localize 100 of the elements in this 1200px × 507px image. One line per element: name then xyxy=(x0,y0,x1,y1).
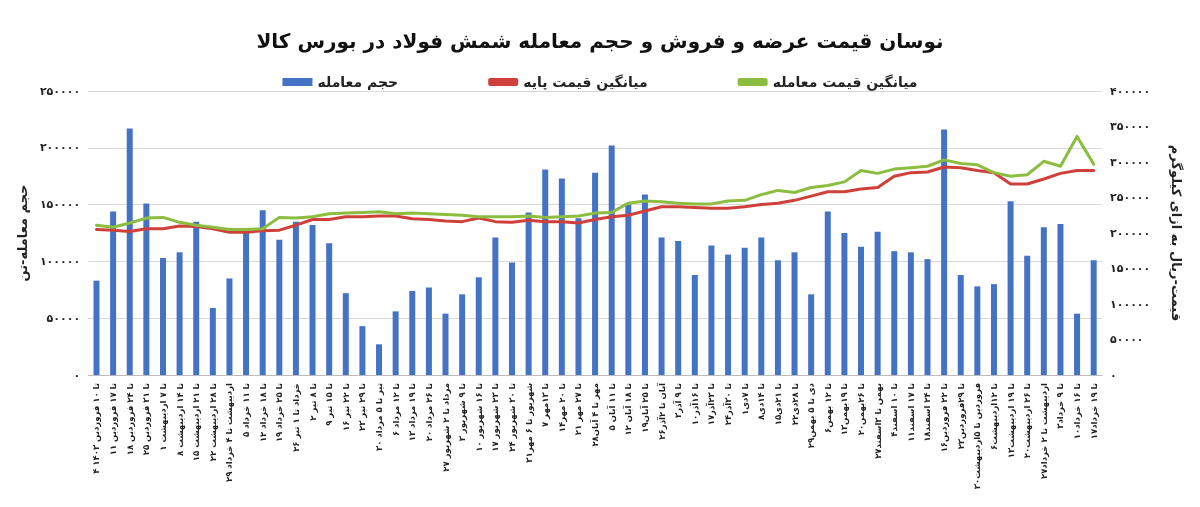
bar xyxy=(774,260,781,375)
bar xyxy=(990,284,997,375)
bar xyxy=(442,313,449,375)
x-tick-label: ۱۰تا ۱۶آذر xyxy=(688,383,701,426)
x-tick-label: ۱۶تا ۲۲ فروردین xyxy=(939,383,951,453)
x-tick-label: ۱تا ۷دی xyxy=(739,383,750,415)
x-tick-label: ۵ تا ۱۱ خرداد xyxy=(241,383,253,437)
x-tick-label: ۱۱ تا ۱۷ فروردین xyxy=(108,383,120,456)
y2-tick-label: ۳۵۰۰۰۰ xyxy=(1110,120,1151,133)
x-tick-label: ۱۴تا ۲۰ مهر xyxy=(556,383,568,433)
x-tick-label: ۳ تا ۹ شهریور xyxy=(457,383,469,442)
bar xyxy=(841,233,848,375)
x-tick-label: ۲۲ تا ۲۸ اردیبهشت xyxy=(207,383,219,462)
bar xyxy=(625,204,632,375)
x-tick-label: ۲۴ تا ۳۰ شهریور xyxy=(506,383,518,452)
bar xyxy=(575,218,582,375)
bar xyxy=(891,251,898,375)
bar xyxy=(475,277,482,375)
bar xyxy=(276,239,283,375)
x-tick-label: ۲۶ خرداد تا ۱ تیر xyxy=(290,383,302,452)
bar xyxy=(708,245,715,375)
bar xyxy=(758,237,765,375)
x-tick-label: ۱۱تا ۱۷ اسفند xyxy=(905,383,916,442)
bar xyxy=(974,286,981,375)
bar xyxy=(592,172,599,375)
bar xyxy=(957,275,964,375)
x-tick-label: ۱۸ تا ۲۴ فروردین xyxy=(124,383,136,456)
x-tick-label: ۲۷اردیبهشت تا ۲ خرداد xyxy=(1038,382,1050,480)
x-tick-label: ۲۸مهر تا ۴ آبان xyxy=(589,383,602,447)
x-tick-label: ۱۰ تا ۱۶ شهریور xyxy=(473,383,485,452)
bar xyxy=(858,246,865,375)
x-tick-label: ۱۵ تا ۲۱ اردیبهشت xyxy=(191,383,203,462)
y2-tick-label: ۳۰۰۰۰۰ xyxy=(1110,155,1151,169)
bar xyxy=(459,294,466,375)
x-tick-label: ۱۲ تا ۱۸ آبان xyxy=(622,383,634,436)
x-tick-label: ۳تا ۹ خرداد xyxy=(1055,383,1067,429)
x-tick-label: ۲۰ تا ۲۶ مرداد xyxy=(423,383,435,442)
x-tick-label: ۱۹ تا ۲۵ خرداد xyxy=(274,383,286,443)
y2-tick-label: ۵۰۰۰۰ xyxy=(1110,333,1144,346)
x-tick-label: ۱ تا ۷ اردیبهشت xyxy=(157,383,169,451)
bar xyxy=(824,211,831,375)
x-tick-label: ۸تا ۱۴دی xyxy=(756,383,767,421)
bar xyxy=(525,212,532,375)
bar xyxy=(941,129,948,375)
bar xyxy=(292,221,299,375)
bar xyxy=(791,252,798,375)
bar xyxy=(1057,223,1064,375)
x-tick-label: ۲۳ تا ۲۹ تیر xyxy=(357,383,369,431)
bar xyxy=(176,252,183,375)
bar xyxy=(1090,260,1097,375)
bar xyxy=(359,326,366,375)
y2-tick-label: ۲۵۰۰۰۰ xyxy=(1110,191,1151,204)
bar xyxy=(641,194,648,375)
bar xyxy=(226,278,233,375)
x-tick-label: ۱۳تا ۱۹بهمن xyxy=(839,383,851,436)
bar xyxy=(675,240,682,375)
legend-label: حجم معامله xyxy=(317,74,399,90)
bar xyxy=(342,293,349,375)
x-tick-label: ۲۹ اردیبهشت تا ۴ خرداد xyxy=(224,382,236,482)
y2-axis-title: قیمت-ریال به ازای کیلوگرم xyxy=(1168,144,1184,322)
y2-tick-label: ۴۰۰۰۰۰ xyxy=(1110,84,1151,98)
bar xyxy=(1074,313,1081,375)
x-tick-label: ۶تا ۱۲ بهمن xyxy=(822,383,834,434)
bar xyxy=(409,290,416,375)
x-tick-label: ۲۷ مرداد تا ۲ شهریور xyxy=(440,383,452,472)
x-tick-label: ۲۱ تا ۲۷ مهر xyxy=(573,383,585,436)
x-tick-label: ۳۰ تیر تا ۵ مرداد xyxy=(374,383,386,451)
bar xyxy=(874,231,881,375)
x-tick-label: ۳۱شهریور تا ۶ مهر xyxy=(523,383,535,463)
bar xyxy=(1024,255,1031,375)
bar xyxy=(259,210,266,375)
bar xyxy=(725,254,732,375)
x-tick-label: ۲۲تا ۲۸دی xyxy=(789,383,800,426)
x-tick-label: ۲۹دی تا ۵ بهمن xyxy=(806,382,818,449)
bar xyxy=(542,169,549,375)
y-tick-label: ۰ xyxy=(73,368,81,382)
x-tick-label: ۱۲ تا ۱۸ خرداد xyxy=(257,383,269,443)
bar xyxy=(691,275,698,375)
x-tick-label: ۲۴تا ۳۰آذر xyxy=(722,383,735,426)
y-tick-label: ۵۰۰۰۰ xyxy=(46,311,81,325)
legend-label: میانگین قیمت معامله xyxy=(772,74,918,91)
x-tick-label: ۲۳تا ۲۹فروردین xyxy=(955,383,967,450)
bar xyxy=(558,178,565,375)
bar xyxy=(143,203,150,375)
x-tick-label: ۴ تا ۱۰ فروردین ۱۴۰۳ xyxy=(91,383,103,474)
bar xyxy=(93,280,100,375)
x-tick-label: ۱۳ تا ۱۹ مرداد xyxy=(407,383,419,442)
bar xyxy=(209,307,216,375)
x-tick-label: ۱۳تا ۱۹ اردیبهشت xyxy=(1005,383,1017,459)
x-tick-label: ۱۵تا ۲۱دی xyxy=(772,383,783,426)
bar xyxy=(392,311,399,375)
bar xyxy=(741,247,748,375)
bar xyxy=(924,259,931,375)
bar xyxy=(608,145,615,375)
x-tick-label: ۳۰فروردین تا ۵اردیبهشت xyxy=(972,383,984,490)
y2-tick-label: ۱۵۰۰۰۰ xyxy=(1110,262,1151,275)
x-tick-label: ۷ تا ۱۳مهر xyxy=(540,383,552,428)
bar xyxy=(492,237,499,375)
line-series xyxy=(94,134,1096,231)
x-tick-label: ۱۸تا ۲۴ اسفند xyxy=(922,383,933,442)
